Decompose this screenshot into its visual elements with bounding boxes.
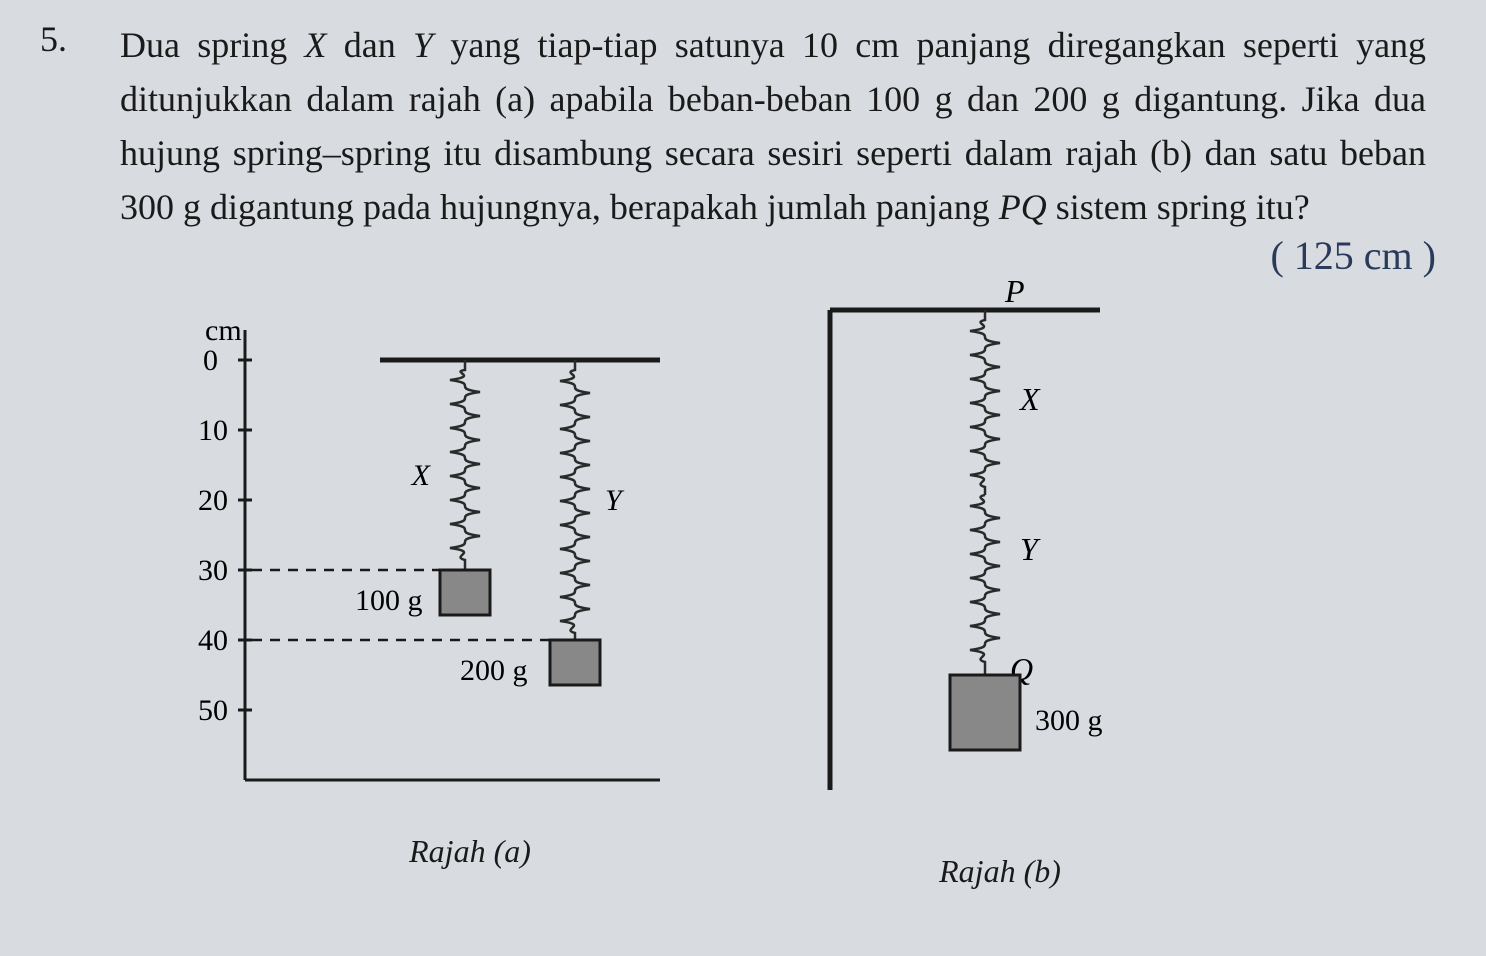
text-part: sistem spring itu? <box>1056 187 1310 227</box>
var-pq: PQ <box>999 187 1047 227</box>
spring-y: Y <box>560 360 625 640</box>
text-part: Dua spring <box>120 25 287 65</box>
axis-label: cm <box>205 314 242 347</box>
caption-a: Rajah (a) <box>409 833 531 870</box>
load-200g <box>550 640 600 685</box>
var-x: X <box>305 25 327 65</box>
load-300g <box>950 675 1020 750</box>
svg-text:20: 20 <box>198 484 228 517</box>
svg-text:50: 50 <box>198 694 228 727</box>
svg-text:40: 40 <box>198 624 228 657</box>
diagram-a: cm 0 10 20 30 40 50 <box>180 310 760 870</box>
label-p: P <box>1004 280 1025 309</box>
diagrams-area: cm 0 10 20 30 40 50 <box>0 310 1486 910</box>
diagram-b: P X Y Q 300 g Rajah (b) <box>820 280 1270 880</box>
spring-y-b: Y <box>970 495 1041 675</box>
svg-text:10: 10 <box>198 414 228 447</box>
question-text: Dua spring X dan Y yang tiap-tiap satuny… <box>120 18 1426 234</box>
svg-text:30: 30 <box>198 554 228 587</box>
load-100g <box>440 570 490 615</box>
svg-text:X: X <box>1018 381 1041 417</box>
load-300g-label: 300 g <box>1035 704 1103 737</box>
var-y: Y <box>413 25 433 65</box>
svg-text:X: X <box>411 459 432 492</box>
svg-text:Y: Y <box>605 484 625 517</box>
handwritten-answer: ( 125 cm ) <box>1270 232 1436 279</box>
load-100g-label: 100 g <box>355 584 423 617</box>
svg-text:0: 0 <box>203 344 218 377</box>
spring-x-b: X <box>970 310 1041 495</box>
question-number: 5. <box>40 18 67 60</box>
spring-x: X <box>411 360 480 570</box>
svg-text:Y: Y <box>1020 531 1041 567</box>
diagram-a-svg: cm 0 10 20 30 40 50 <box>180 310 760 820</box>
diagram-b-svg: P X Y Q 300 g <box>820 280 1270 830</box>
text-part: dan <box>344 25 396 65</box>
caption-b: Rajah (b) <box>939 853 1061 890</box>
load-200g-label: 200 g <box>460 654 528 687</box>
